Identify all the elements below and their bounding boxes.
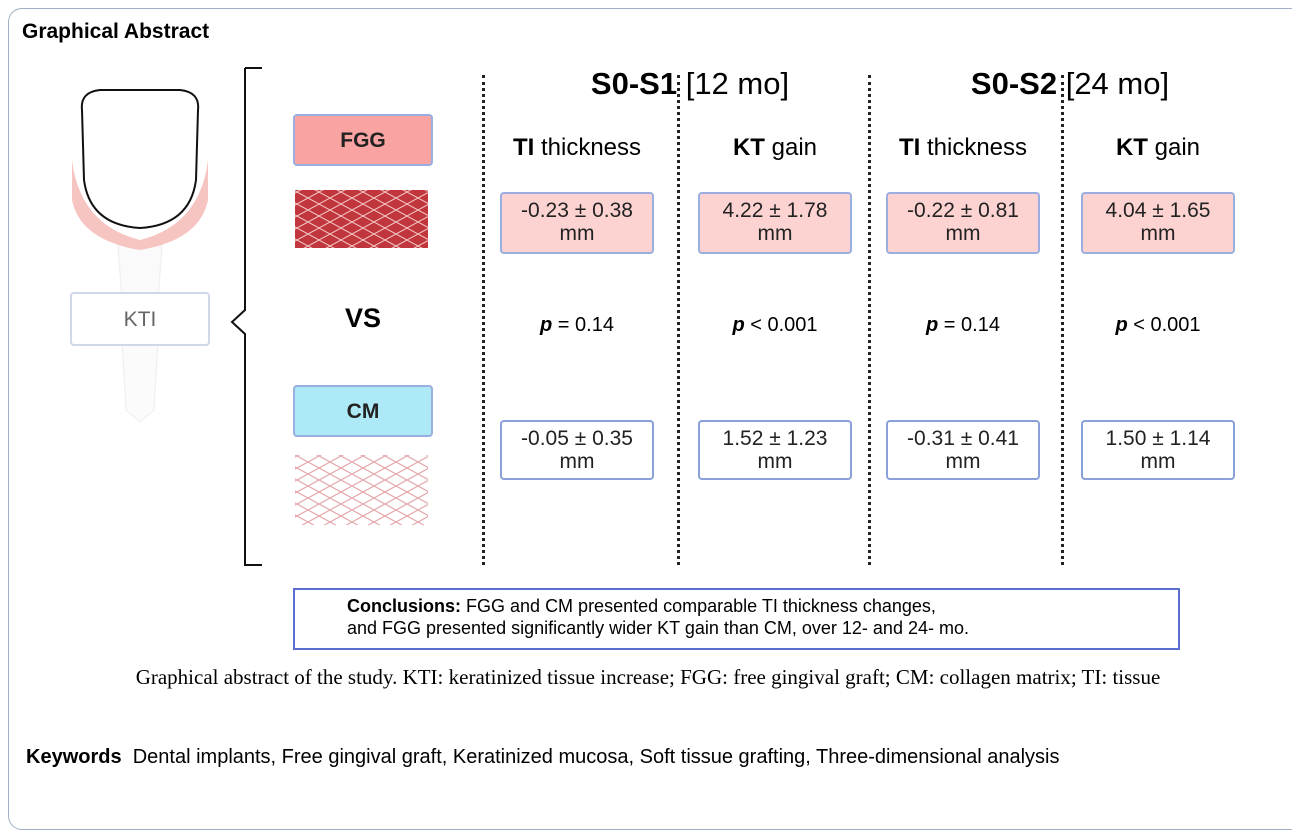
value: -0.23 ± 0.38 <box>502 199 652 222</box>
p-value: p = 0.14 <box>482 314 672 337</box>
vs-label: VS <box>293 303 433 334</box>
p-label: p <box>1115 314 1127 336</box>
unit: mm <box>700 222 850 245</box>
unit: mm <box>888 222 1038 245</box>
cm-mesh <box>295 455 428 525</box>
tooth <box>82 90 198 228</box>
fgg-mesh <box>295 190 428 248</box>
p-value: p = 0.14 <box>868 314 1058 337</box>
keywords: Keywords Dental implants, Free gingival … <box>26 746 1059 769</box>
value: -0.31 ± 0.41 <box>888 427 1038 450</box>
keywords-label: Keywords <box>26 746 122 768</box>
p-number: < 0.001 <box>1133 314 1200 336</box>
period-header: S0-S2 [24 mo] <box>870 66 1270 102</box>
value: 1.52 ± 1.23 <box>700 427 850 450</box>
column-header: KT gain <box>1063 134 1253 162</box>
column-header: KT gain <box>680 134 870 162</box>
p-value: p < 0.001 <box>680 314 870 337</box>
p-number: < 0.001 <box>750 314 817 336</box>
value: -0.22 ± 0.81 <box>888 199 1038 222</box>
p-label: p <box>926 314 938 336</box>
unit: mm <box>1083 450 1233 473</box>
unit: mm <box>888 450 1038 473</box>
column-label: gain <box>1155 134 1200 161</box>
column-label: thickness <box>541 134 641 161</box>
p-value: p < 0.001 <box>1063 314 1253 337</box>
period-code: S0-S1 <box>591 66 677 101</box>
kti-label: KTI <box>70 292 210 346</box>
p-number: = 0.14 <box>558 314 614 336</box>
period-duration: [24 mo] <box>1066 66 1169 101</box>
unit: mm <box>502 222 652 245</box>
period-duration: [12 mo] <box>686 66 789 101</box>
p-label: p <box>540 314 552 336</box>
value: 4.22 ± 1.78 <box>700 199 850 222</box>
cm-label: CM <box>293 385 433 437</box>
caption: Graphical abstract of the study. KTI: ke… <box>28 664 1268 691</box>
conclusion: Conclusions: FGG and CM presented compar… <box>347 595 969 639</box>
conclusion-label: Conclusions: <box>347 596 461 616</box>
column-header: TI thickness <box>868 134 1058 162</box>
unit: mm <box>1083 222 1233 245</box>
column-label-bold: KT <box>1116 134 1148 161</box>
column-label-bold: KT <box>733 134 765 161</box>
bracket <box>232 68 262 565</box>
column-label-bold: TI <box>513 134 534 161</box>
unit: mm <box>502 450 652 473</box>
fgg-label: FGG <box>293 114 433 166</box>
p-number: = 0.14 <box>944 314 1000 336</box>
conclusion-line: FGG and CM presented comparable TI thick… <box>466 596 936 616</box>
keywords-text: Dental implants, Free gingival graft, Ke… <box>133 746 1060 768</box>
unit: mm <box>700 450 850 473</box>
period-header: S0-S1 [12 mo] <box>490 66 890 102</box>
value: 1.50 ± 1.14 <box>1083 427 1233 450</box>
value: 4.04 ± 1.65 <box>1083 199 1233 222</box>
column-label: gain <box>772 134 817 161</box>
period-code: S0-S2 <box>971 66 1057 101</box>
column-header: TI thickness <box>482 134 672 162</box>
page: Graphical Abstract KTI FGG VS CM S0-S1 [… <box>0 0 1292 812</box>
column-label-bold: TI <box>899 134 920 161</box>
p-label: p <box>732 314 744 336</box>
conclusion-line: and FGG presented significantly wider KT… <box>347 617 969 639</box>
column-label: thickness <box>927 134 1027 161</box>
value: -0.05 ± 0.35 <box>502 427 652 450</box>
